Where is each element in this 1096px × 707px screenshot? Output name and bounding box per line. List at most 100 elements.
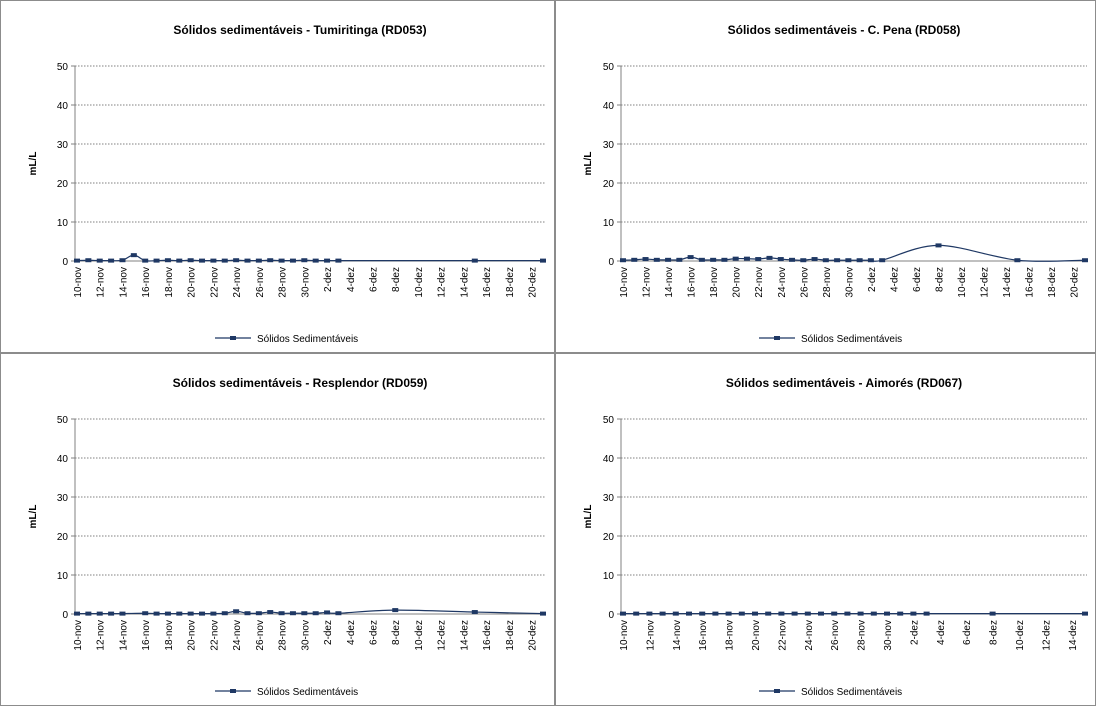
- data-point: [176, 258, 183, 263]
- data-point: [653, 257, 660, 262]
- data-point: [221, 611, 228, 616]
- y-tick-label: 40: [57, 454, 69, 465]
- chart-panel-2: Sólidos sedimentáveis - C. Pena (RD058) m…: [555, 0, 1096, 353]
- data-point: [766, 255, 773, 260]
- x-tick-label: 16-nov: [698, 620, 709, 651]
- x-tick-label: 16-dez: [482, 620, 493, 651]
- legend-marker: [774, 689, 780, 693]
- legend-marker: [774, 336, 780, 340]
- data-point: [187, 611, 194, 616]
- data-point: [324, 258, 331, 263]
- data-point: [732, 256, 739, 261]
- y-axis-label: mL/L: [28, 505, 39, 529]
- data-point: [672, 611, 679, 616]
- chart-panel-1: Sólidos sedimentáveis - Tumiritinga (RD0…: [0, 0, 555, 353]
- x-tick-label: 16-nov: [687, 267, 698, 298]
- data-point: [312, 611, 319, 616]
- data-point: [187, 258, 194, 263]
- x-tick-label: 26-nov: [255, 620, 266, 651]
- data-point: [686, 611, 692, 616]
- x-tick-label: 20-nov: [187, 267, 198, 298]
- x-tick-label: 22-nov: [777, 620, 788, 651]
- x-tick-label: 18-nov: [164, 620, 175, 651]
- x-tick-label: 4-dez: [346, 267, 357, 292]
- data-point: [540, 258, 546, 263]
- data-point: [1082, 258, 1088, 263]
- x-tick-label: 2-dez: [909, 620, 920, 645]
- data-point: [301, 611, 308, 616]
- y-axis-label: mL/L: [583, 152, 594, 176]
- data-point: [392, 608, 399, 613]
- x-tick-label: 18-dez: [505, 620, 516, 651]
- y-axis-label: mL/L: [583, 505, 594, 529]
- data-point: [267, 258, 274, 263]
- data-point: [935, 243, 942, 248]
- x-tick-label: 18-dez: [1047, 267, 1058, 298]
- x-tick-label: 30-nov: [844, 267, 855, 298]
- data-point: [845, 258, 852, 263]
- x-tick-label: 16-nov: [141, 620, 152, 651]
- y-tick-label: 0: [608, 257, 614, 268]
- data-point: [818, 611, 824, 616]
- y-tick-label: 0: [62, 610, 68, 621]
- data-point: [698, 257, 705, 262]
- x-tick-label: 8-dez: [935, 267, 946, 292]
- data-point: [142, 611, 149, 616]
- x-tick-label: 20-dez: [528, 267, 539, 298]
- y-tick-label: 30: [603, 493, 615, 504]
- data-point: [804, 611, 811, 616]
- legend-label: Sólidos Sedimentáveis: [801, 687, 902, 698]
- data-point: [335, 611, 342, 616]
- x-tick-label: 22-nov: [754, 267, 765, 298]
- x-tick-label: 22-nov: [209, 620, 220, 651]
- x-tick-label: 10-dez: [957, 267, 968, 298]
- x-tick-label: 10-nov: [73, 620, 84, 651]
- x-tick-label: 16-nov: [141, 267, 152, 298]
- data-point: [989, 611, 996, 616]
- data-point: [665, 257, 672, 262]
- chart-title: Sólidos sedimentáveis - Resplendor (RD05…: [173, 376, 428, 390]
- data-point: [712, 611, 719, 616]
- x-tick-label: 20-nov: [751, 620, 762, 651]
- x-tick-label: 20-dez: [528, 620, 539, 651]
- x-tick-label: 28-nov: [278, 620, 289, 651]
- y-axis-label: mL/L: [28, 152, 39, 176]
- data-point: [74, 611, 80, 616]
- y-tick-label: 40: [603, 101, 615, 112]
- data-point: [278, 611, 285, 616]
- y-tick-label: 20: [57, 532, 69, 543]
- x-tick-label: 26-nov: [799, 267, 810, 298]
- x-tick-label: 12-nov: [96, 267, 107, 298]
- data-point: [312, 258, 319, 263]
- data-point: [831, 611, 838, 616]
- data-point: [755, 257, 762, 262]
- x-tick-label: 6-dez: [912, 267, 923, 292]
- legend-marker: [230, 689, 236, 693]
- x-tick-label: 14-dez: [459, 267, 470, 298]
- data-point: [857, 611, 864, 616]
- x-tick-label: 24-nov: [804, 620, 815, 651]
- x-tick-label: 28-nov: [822, 267, 833, 298]
- data-point: [738, 611, 745, 616]
- data-point: [1014, 258, 1021, 263]
- x-tick-label: 20-dez: [1070, 267, 1081, 298]
- data-point: [85, 258, 92, 263]
- x-tick-label: 28-nov: [857, 620, 868, 651]
- x-tick-label: 14-dez: [1002, 267, 1013, 298]
- data-point: [620, 258, 626, 263]
- data-point: [822, 258, 829, 263]
- data-point: [142, 258, 149, 263]
- x-tick-label: 2-dez: [323, 267, 334, 292]
- data-point: [255, 611, 262, 616]
- x-tick-label: 14-nov: [664, 267, 675, 298]
- x-tick-label: 4-dez: [346, 620, 357, 645]
- x-tick-label: 24-nov: [777, 267, 788, 298]
- x-tick-label: 10-nov: [73, 267, 84, 298]
- data-point: [176, 611, 183, 616]
- data-point: [210, 258, 217, 263]
- y-tick-label: 0: [608, 610, 614, 621]
- chart-2-svg: Sólidos sedimentáveis - C. Pena (RD058) m…: [583, 23, 1088, 345]
- y-tick-label: 30: [57, 140, 69, 151]
- x-tick-label: 26-nov: [255, 267, 266, 298]
- data-point: [108, 611, 115, 616]
